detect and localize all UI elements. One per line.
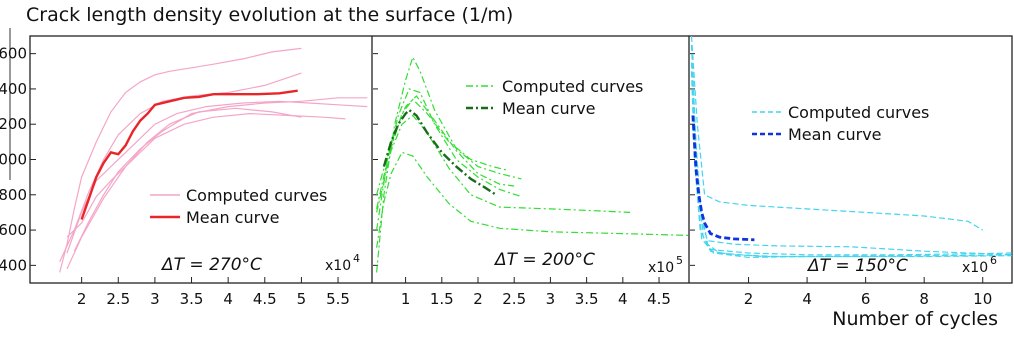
x-tick-label: 2.5 [502,290,526,308]
x-tick-label: 4 [223,290,233,308]
x-tick-label: 4.5 [647,290,671,308]
temperature-annotation: ΔT = 150°C [806,256,908,276]
computed-curve-1 [59,47,302,273]
x-axis-label: Number of cycles [832,308,998,330]
x-multiplier: x10 [962,260,988,276]
y-tick-label: 600 [0,221,27,239]
computed-curve-3 [376,114,631,213]
y-tick-label: 1200 [0,115,27,133]
y-tick-label: 800 [0,186,27,204]
computed-curve-1 [690,35,984,231]
x-multiplier-exponent: 6 [990,254,997,267]
computed-curve-2 [690,44,1013,256]
computed-curve-3 [690,62,1013,256]
x-tick-label: 3 [546,290,556,308]
x-tick-label: 10 [973,290,992,308]
panel-3: 2 4 6 8 10 Computed curves Mean curve ΔT = 150°… [690,35,1013,308]
x-multiplier-exponent: 5 [676,254,683,267]
computed-curve-6 [66,107,302,270]
temperature-annotation: ΔT = 270°C [160,255,262,275]
computed-curve-3 [66,100,368,254]
legend-label-mean: Mean curve [788,125,882,144]
x-multiplier-exponent: 4 [353,252,360,265]
x-tick-label: 2.5 [106,290,130,308]
x-tick-label: 3.5 [575,290,599,308]
legend-label-computed: Computed curves [186,186,327,205]
x-tick-label: 1 [401,290,411,308]
computed-curve-4 [690,71,1013,258]
computed-curve-2 [59,72,302,263]
y-tick-label: 1400 [0,80,27,98]
computed-curve-6 [692,88,1013,258]
computed-curve-5 [73,97,368,252]
mean-curve [382,108,497,196]
x-tick-label: 2 [473,290,483,308]
mean-curve [80,89,298,220]
x-multiplier: x10 [325,258,351,274]
computed-curve-5 [376,98,508,210]
mean-curve [691,115,755,242]
chart-title: Crack length density evolution at the su… [26,4,514,26]
legend-label-computed: Computed curves [788,103,929,122]
y-tick-label: 400 [0,256,27,274]
x-tick-label: 5 [297,290,307,308]
x-tick-label: 2 [744,290,754,308]
computed-curve-6 [376,95,515,195]
legend-label-computed: Computed curves [502,77,643,96]
x-tick-label: 2 [77,290,87,308]
x-tick-label: 8 [919,290,929,308]
legend-label-mean: Mean curve [186,208,280,227]
x-multiplier: x10 [648,260,674,276]
panel-1: 400 600 800 1000 1200 1400 1600 2 2.5 3 3.5 4 4.5 5 5.… [0,45,368,308]
computed-curve-1 [376,55,522,273]
plot-frame [29,35,1013,284]
x-tick-label: 3.5 [180,290,204,308]
computed-curve-5 [692,80,983,259]
x-tick-label: 4 [802,290,812,308]
legend-label-mean: Mean curve [502,99,596,118]
computed-curve-4 [376,151,689,248]
x-tick-label: 6 [861,290,871,308]
panel-2: 1 1.5 2 2.5 3 3.5 4 4.5 Computed curves Mean curv… [373,53,689,308]
temperature-annotation: ΔT = 200°C [493,250,595,270]
x-tick-label: 5.5 [326,290,350,308]
y-tick-label: 1600 [0,45,27,63]
y-tick-label: 1000 [0,151,27,169]
x-tick-label: 3 [150,290,160,308]
x-tick-label: 4 [618,290,628,308]
x-tick-label: 4.5 [253,290,277,308]
x-tick-label: 1.5 [430,290,454,308]
